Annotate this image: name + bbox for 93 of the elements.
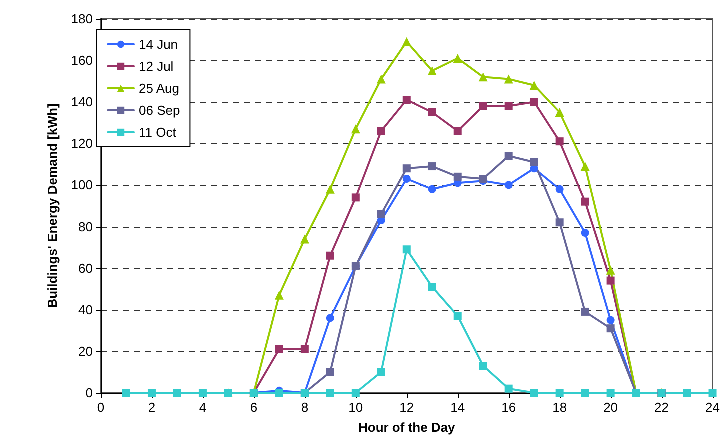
point xyxy=(402,37,412,46)
point xyxy=(556,185,564,194)
y-tick-label: 40 xyxy=(78,302,93,318)
point xyxy=(402,246,411,254)
point xyxy=(428,108,436,116)
point xyxy=(274,290,284,300)
point xyxy=(326,368,334,376)
x-tick-label: 16 xyxy=(502,400,516,415)
legend-label: 06 Sep xyxy=(139,103,180,118)
x-tick-label: 20 xyxy=(604,400,618,415)
y-tick-label: 60 xyxy=(78,260,93,276)
point xyxy=(581,229,590,238)
point xyxy=(148,389,156,397)
x-axis-title: Hour of the Day xyxy=(358,420,456,435)
point xyxy=(530,80,539,90)
x-tick-label: 4 xyxy=(199,400,207,415)
point xyxy=(606,389,615,397)
x-tick-label: 12 xyxy=(400,400,414,415)
point xyxy=(376,74,386,84)
point xyxy=(504,181,513,190)
y-tick-label: 80 xyxy=(78,219,93,234)
point xyxy=(300,345,309,354)
point xyxy=(581,389,590,397)
x-tick-label: 18 xyxy=(552,400,568,415)
y-tick-label: 0 xyxy=(86,386,93,400)
x-tick-label: 14 xyxy=(450,400,466,415)
point xyxy=(606,316,615,324)
point xyxy=(504,152,513,160)
point xyxy=(428,66,437,76)
point xyxy=(326,252,334,260)
point xyxy=(530,389,538,397)
point xyxy=(606,324,615,333)
point xyxy=(504,74,514,84)
point xyxy=(453,54,462,63)
point xyxy=(377,210,386,218)
point xyxy=(402,174,411,183)
point xyxy=(581,198,590,206)
point xyxy=(606,276,615,285)
legend-label: 12 Jul xyxy=(139,59,174,74)
point xyxy=(454,312,462,320)
point xyxy=(402,96,411,104)
x-tick-label: 2 xyxy=(148,400,156,415)
point xyxy=(479,174,488,183)
point xyxy=(326,184,335,194)
point xyxy=(300,234,310,244)
point xyxy=(683,389,692,397)
point xyxy=(504,102,513,110)
point xyxy=(428,185,436,194)
point xyxy=(352,194,360,202)
x-tick-label: 6 xyxy=(250,400,258,415)
x-tick-label: 24 xyxy=(706,400,720,415)
point xyxy=(530,98,538,106)
legend-label: 25 Aug xyxy=(139,81,180,96)
y-tick-label: 120 xyxy=(71,136,93,152)
legend-label: 11 Oct xyxy=(139,125,177,140)
point xyxy=(198,389,207,397)
point xyxy=(504,384,513,393)
point xyxy=(326,314,334,322)
point xyxy=(428,162,436,171)
point xyxy=(173,389,182,397)
point xyxy=(377,368,386,376)
point xyxy=(556,138,564,146)
y-tick-label: 140 xyxy=(71,94,93,110)
x-tick-label: 8 xyxy=(301,400,309,415)
point xyxy=(556,218,564,227)
point xyxy=(479,362,488,370)
x-tick-label: 22 xyxy=(654,400,670,415)
x-tick-label: 0 xyxy=(97,400,105,415)
point xyxy=(326,389,334,397)
point xyxy=(478,72,488,82)
point xyxy=(479,102,488,110)
point xyxy=(352,389,360,397)
y-tick-label: 180 xyxy=(71,12,93,26)
point xyxy=(606,266,616,275)
x-tick-label: 10 xyxy=(348,400,364,415)
point xyxy=(377,127,386,136)
point xyxy=(555,108,564,117)
y-tick-label: 160 xyxy=(71,53,93,68)
y-axis-title: Buildings' Energy Demand [kWh] xyxy=(45,104,60,308)
point xyxy=(454,172,462,181)
point xyxy=(556,389,564,397)
point xyxy=(351,124,360,134)
y-tick-label: 100 xyxy=(71,178,93,193)
point xyxy=(428,283,436,292)
legend-label: 14 Jun xyxy=(139,37,178,52)
point xyxy=(402,164,411,173)
point xyxy=(581,308,590,316)
point xyxy=(580,162,590,172)
point xyxy=(454,127,462,136)
point xyxy=(122,389,130,397)
y-tick-label: 20 xyxy=(78,344,93,359)
point xyxy=(275,345,284,354)
point xyxy=(530,158,538,166)
